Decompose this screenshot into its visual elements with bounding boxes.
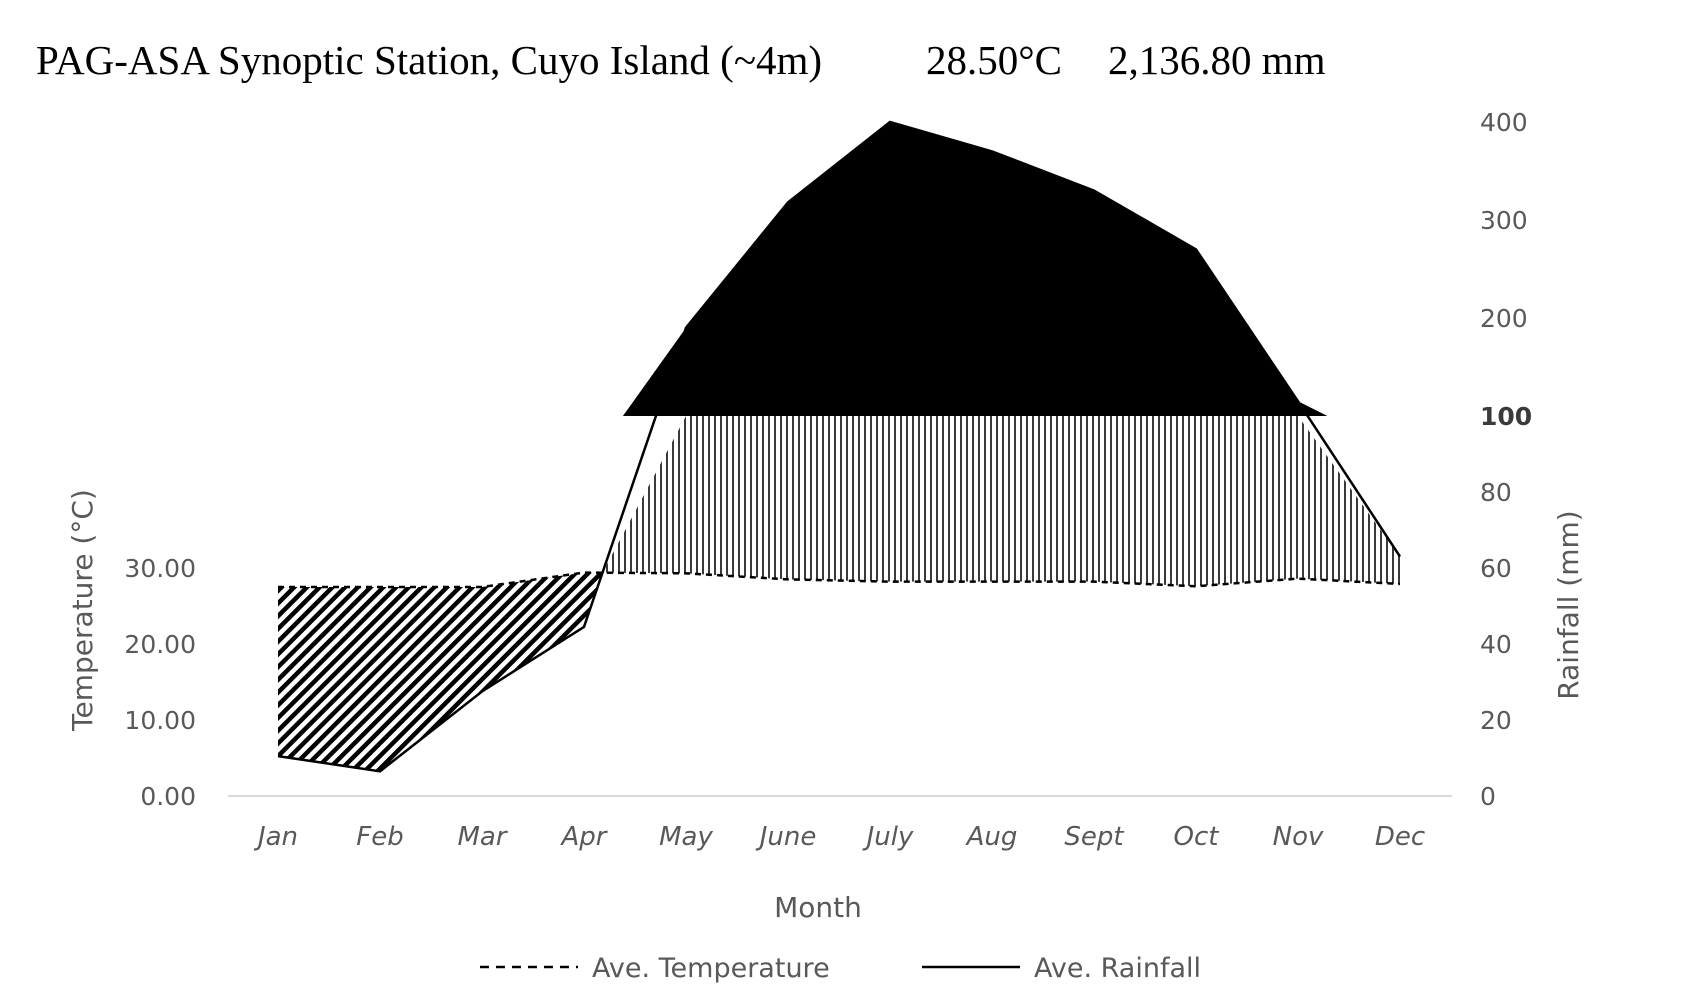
x-tick-label: Aug [965,822,1018,852]
dry-period-area [278,572,603,772]
legend-rainfall-label: Ave. Rainfall [1034,953,1201,984]
legend: Ave. Temperature Ave. Rainfall [480,953,1201,984]
left-axis-title: Temperature (°C) [66,489,99,732]
x-tick-label: Apr [560,822,609,852]
x-tick-label: Mar [457,822,508,852]
x-tick-label: May [659,822,713,852]
left-axis-ticks: 0.00 10.00 20.00 30.00 [124,554,196,811]
fill-areas [278,122,1400,772]
right-tick-label: 100 [1480,402,1532,431]
x-tick-label: June [755,822,817,852]
x-tick-label: Sept [1064,822,1124,852]
left-tick-label: 20.00 [124,630,196,659]
x-tick-label: Oct [1174,822,1220,852]
x-tick-label: Dec [1375,822,1425,852]
right-tick-label: 400 [1480,108,1528,137]
x-tick-label: Feb [356,822,403,852]
temperature-line [278,571,1401,589]
x-axis-title: Month [774,891,862,924]
x-tick-label: July [862,822,914,852]
right-axis-ticks: 0 20 40 60 80 100 200 300 400 [1480,108,1532,811]
right-tick-label: 200 [1480,304,1528,333]
legend-temperature-label: Ave. Temperature [592,953,830,984]
humid-period-area [602,416,1400,587]
left-tick-label: 0.00 [140,782,196,811]
rainfall-line [277,120,1402,773]
x-tick-label: Nov [1273,822,1324,852]
perhumid-period-area [622,122,1328,416]
x-tick-label: Jan [253,822,298,852]
right-tick-label: 300 [1480,206,1528,235]
right-tick-label: 60 [1480,554,1512,583]
mean-temperature-label: 28.50°C [926,37,1062,83]
left-tick-label: 30.00 [124,554,196,583]
right-tick-label: 40 [1480,630,1512,659]
right-tick-label: 0 [1480,782,1496,811]
right-tick-label: 20 [1480,706,1512,735]
right-tick-label: 80 [1480,478,1512,507]
station-title: PAG-ASA Synoptic Station, Cuyo Island (~… [36,37,823,83]
series-lines [277,120,1402,773]
x-axis-categories: Jan Feb Mar Apr May June July Aug Sept Oct Nov Dec [253,822,1425,852]
annual-rainfall-label: 2,136.80 mm [1108,37,1326,83]
left-tick-label: 10.00 [124,706,196,735]
right-axis-title: Rainfall (mm) [1552,510,1585,699]
